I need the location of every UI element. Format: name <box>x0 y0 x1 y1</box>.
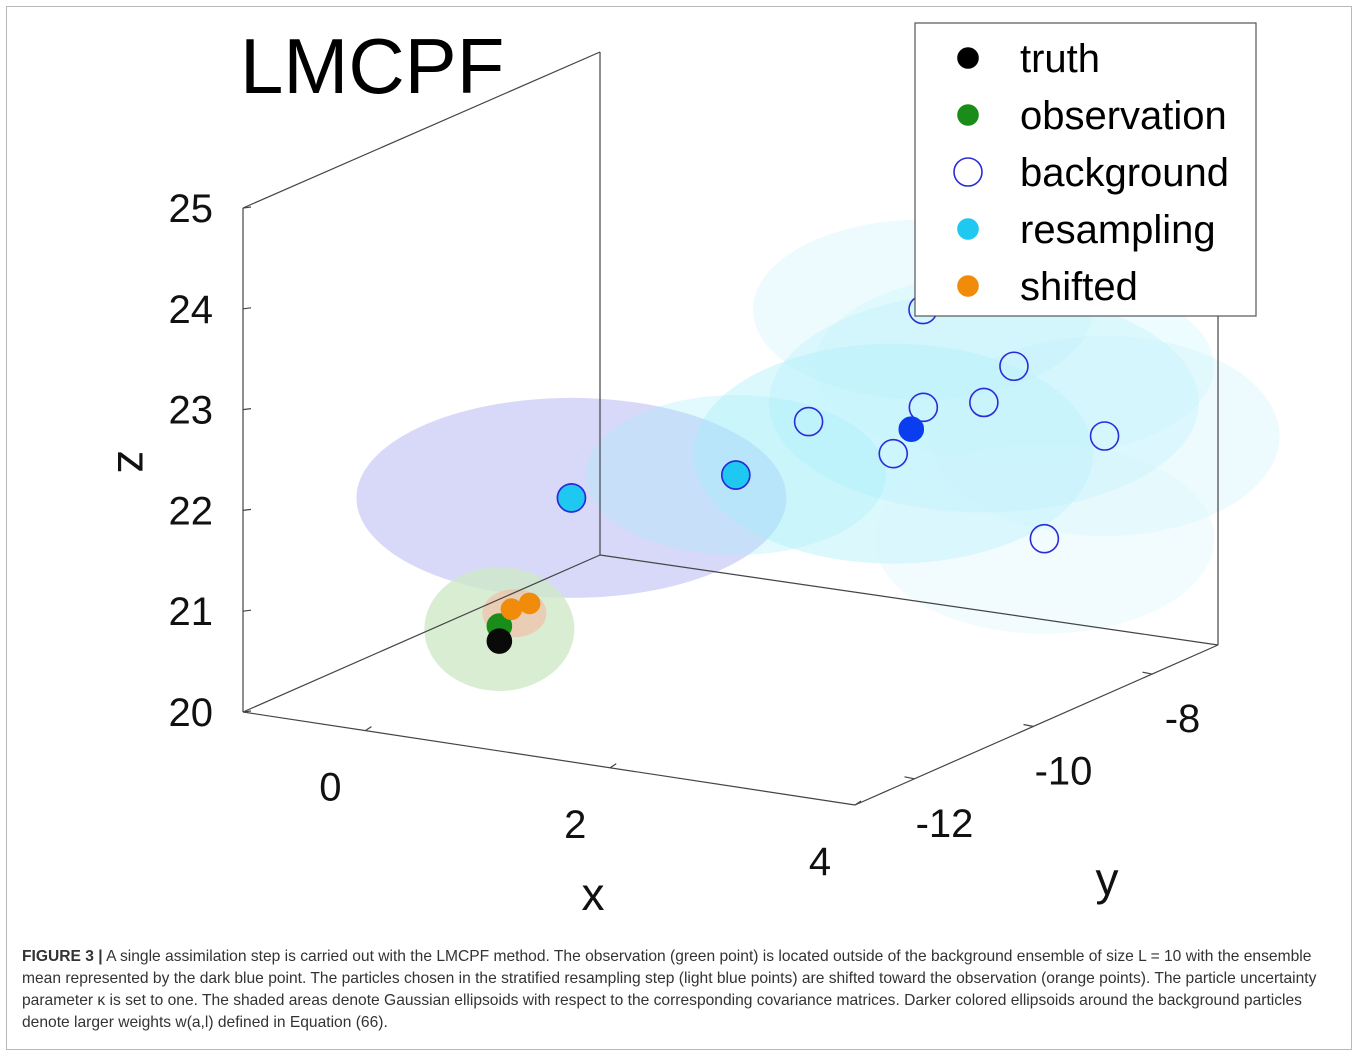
x-tick-mark <box>365 726 372 732</box>
legend-marker <box>957 104 979 126</box>
x-tick-label: 0 <box>319 766 341 810</box>
shifted-point <box>518 592 541 615</box>
background-point <box>969 387 999 418</box>
legend-marker <box>957 218 979 240</box>
truth-point <box>486 628 513 654</box>
caption-label: FIGURE 3 | <box>22 948 103 965</box>
z-tick-label: 23 <box>169 389 214 433</box>
background-point <box>999 351 1029 382</box>
resampling-point <box>556 483 587 513</box>
z-tick-label: 25 <box>169 187 214 231</box>
z-tick-label: 21 <box>169 590 214 634</box>
z-tick-mark <box>242 710 252 713</box>
legend-label: background <box>1020 151 1229 195</box>
z-tick-mark <box>242 508 252 511</box>
z-axis-ticks: 20 21 22 23 24 25 <box>169 187 252 735</box>
background-point <box>878 438 909 469</box>
legend-label: truth <box>1020 37 1100 81</box>
z-tick-mark <box>242 307 252 310</box>
chart-title: LMCPF <box>240 22 504 110</box>
x-tick-label: 2 <box>564 803 586 847</box>
x-tick-label: 4 <box>809 840 831 884</box>
legend-label: observation <box>1020 94 1227 138</box>
legend-marker <box>957 47 979 69</box>
z-tick-label: 22 <box>169 489 214 533</box>
legend-label: resampling <box>1020 208 1216 252</box>
figure-caption: FIGURE 3 | A single assimilation step is… <box>22 946 1332 1034</box>
axes-box <box>242 51 1219 806</box>
gaussian-ellipsoid <box>874 443 1215 634</box>
gaussian-ellipsoid <box>929 336 1280 537</box>
x-tick-mark <box>854 800 862 806</box>
gaussian-ellipsoid <box>768 292 1199 513</box>
z-tick-label: 20 <box>169 691 214 735</box>
z-axis-label: z <box>108 451 160 474</box>
z-tick-mark <box>242 408 252 411</box>
ensemble-mean-point <box>898 416 925 443</box>
legend-marker <box>953 157 983 187</box>
y-tick-label: -12 <box>916 802 974 846</box>
resampling-point <box>721 460 751 490</box>
background-point <box>908 392 939 423</box>
x-tick-mark <box>609 763 617 769</box>
x-axis-ticks: 0 2 4 <box>319 726 862 884</box>
y-tick-mark <box>1023 723 1034 728</box>
z-tick-label: 24 <box>169 288 214 332</box>
caption-text: A single assimilation step is carried ou… <box>22 948 1317 1031</box>
y-tick-label: -8 <box>1165 697 1201 741</box>
gaussian-ellipsoid <box>693 343 1094 564</box>
background-point <box>1089 421 1120 451</box>
legend: truth observation background resampling shif… <box>914 22 1257 317</box>
y-tick-mark <box>1142 671 1153 675</box>
points-layer <box>486 294 1120 654</box>
y-axis-label: y <box>1096 853 1119 905</box>
background-point <box>793 406 824 437</box>
y-axis-ticks: -12 -10 -8 <box>904 671 1201 846</box>
x-axis-label: x <box>582 868 605 920</box>
y-tick-mark <box>904 776 915 780</box>
legend-box <box>914 22 1257 317</box>
legend-marker <box>957 275 979 297</box>
shifted-point <box>500 598 523 620</box>
z-tick-mark <box>242 609 252 612</box>
y-tick-label: -10 <box>1035 750 1093 794</box>
z-tick-mark <box>242 206 252 209</box>
legend-label: shifted <box>1020 265 1138 309</box>
gaussian-ellipsoid <box>813 271 1214 462</box>
figure-frame <box>6 6 1352 1050</box>
background-point <box>1029 523 1060 554</box>
